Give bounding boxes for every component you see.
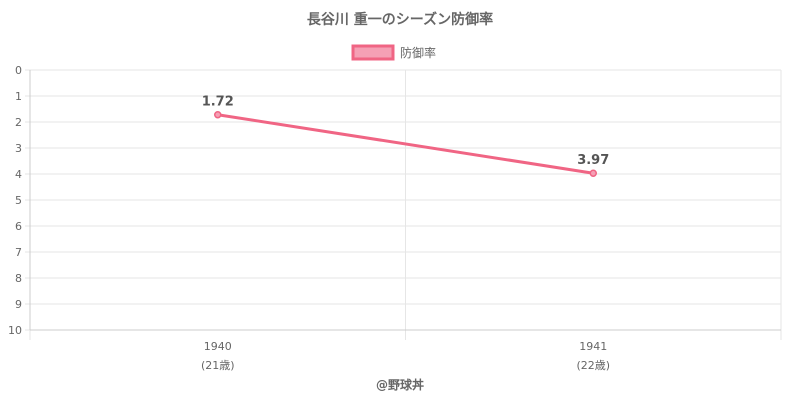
y-tick-label: 7 (15, 246, 22, 259)
x-tick-age: (22歳) (576, 359, 610, 372)
data-point (589, 169, 597, 177)
y-tick-label: 4 (15, 168, 22, 181)
x-tick-year: 1941 (579, 340, 607, 353)
data-point (214, 110, 222, 119)
y-tick-label: 0 (15, 64, 22, 77)
chart-title: 長谷川 重一のシーズン防御率 (307, 11, 493, 28)
series-line (217, 113, 594, 175)
y-axis: 0 1 2 3 4 5 6 7 8 9 10 (8, 64, 22, 337)
y-tick-label: 2 (15, 116, 22, 129)
legend[interactable]: 防御率 (351, 44, 436, 61)
data-label: 1.72 (202, 95, 234, 110)
y-tick-label: 8 (15, 272, 22, 285)
legend-swatch (351, 44, 395, 61)
y-tick-label: 5 (15, 194, 22, 207)
series-era: 1.72 3.97 (202, 95, 609, 177)
x-tick-year: 1940 (204, 340, 232, 353)
legend-label: 防御率 (400, 45, 436, 60)
credit: @野球丼 (376, 377, 424, 392)
y-tick-label: 1 (15, 90, 22, 103)
y-tick-label: 6 (15, 220, 22, 233)
data-label: 3.97 (577, 153, 609, 168)
x-tick-age: (21歳) (201, 359, 235, 372)
grid (25, 69, 782, 340)
y-tick-label: 3 (15, 142, 22, 155)
y-tick-label: 10 (8, 324, 22, 337)
x-axis: 1940 (21歳) 1941 (22歳) (201, 340, 610, 372)
y-tick-label: 9 (15, 298, 22, 311)
